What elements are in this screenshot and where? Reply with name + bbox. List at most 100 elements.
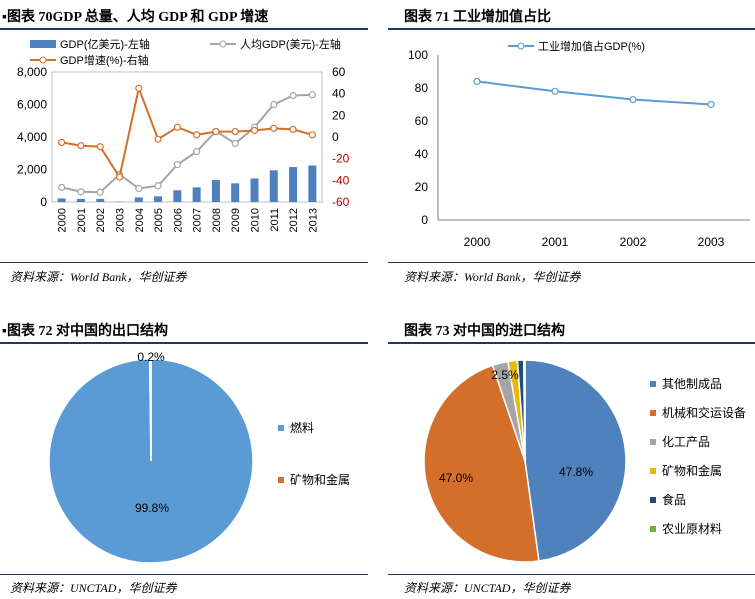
legend-swatch	[650, 526, 656, 532]
legend-label: 工业增加值占GDP(%)	[538, 39, 645, 53]
x-tick-label: 2013	[307, 208, 319, 232]
x-tick-label: 2003	[698, 235, 725, 249]
legend-label: 机械和交运设备	[662, 405, 746, 420]
x-tick-label: 2000	[464, 235, 491, 249]
industry-share-point	[473, 77, 481, 86]
x-tick-label: 2000	[57, 208, 69, 232]
legend-swatch	[278, 477, 284, 483]
gdp-bar	[308, 165, 317, 202]
chart73-bottom-rule	[388, 574, 755, 575]
x-tick-label: 2009	[230, 208, 242, 232]
gdp-growth-point	[212, 127, 220, 136]
plot-area	[51, 71, 323, 203]
gdp-per-capita-point	[231, 139, 239, 148]
gdp-growth-point	[231, 127, 239, 136]
gdp-per-capita-point	[270, 100, 278, 109]
x-tick-label: 2012	[288, 208, 300, 232]
x-tick-label: 2005	[153, 208, 165, 232]
legend-swatch	[278, 425, 284, 431]
gdp-per-capita-point	[58, 183, 66, 191]
legend-swatch	[650, 410, 656, 416]
y-tick-label: 80	[415, 81, 429, 95]
x-tick-label: 2002	[95, 208, 107, 232]
gdp-growth-point	[193, 131, 201, 139]
y-right-tick-label: 60	[332, 65, 346, 79]
legend-gdp-label: GDP(亿美元)-左轴	[60, 37, 150, 51]
pie-slice	[522, 359, 526, 462]
chart70: 0 2,000 4,000 6,000 8,000 -60 -40 -20 0 20 40 60 200…	[17, 37, 350, 232]
legend-swatch	[650, 439, 656, 445]
gdp-bar	[231, 183, 240, 202]
legend-label: 矿物和金属	[662, 463, 722, 478]
chart72-top-rule	[0, 342, 368, 344]
gdp-per-capita-point	[173, 161, 181, 169]
legend-label: 燃料	[290, 420, 314, 435]
y-right-tick-label: -20	[332, 152, 350, 166]
pie-slice	[524, 359, 627, 562]
gdp-per-capita-point	[154, 182, 162, 190]
y-left-tick-label: 2,000	[17, 163, 47, 177]
gdp-per-capita-point	[289, 91, 297, 100]
pie-slice	[423, 364, 540, 563]
y-right-tick-label: 20	[332, 108, 346, 122]
x-tick-label: 2011	[269, 208, 281, 232]
gdp-growth-point	[250, 126, 259, 135]
chart73-title: 图表 73 对中国的进口结构	[404, 324, 565, 339]
gdp-per-capita-point	[96, 188, 104, 196]
gdp-bar	[96, 198, 105, 202]
chart70-bottom-rule	[0, 262, 368, 263]
chart72-bottom-rule	[0, 574, 368, 575]
x-tick-label: 2007	[192, 208, 204, 232]
chart73: 47.8% 47.0% 2.5% 其他制成品机械和交运设备化工产品矿物和金属食品农业原…	[423, 359, 746, 563]
legend-growth-marker	[39, 56, 47, 64]
y-tick-label: 40	[415, 147, 429, 161]
legend-label: 矿物和金属	[290, 472, 350, 487]
gdp-per-capita-line	[61, 93, 313, 194]
gdp-bar	[173, 190, 182, 202]
chart71: 0 20 40 60 80 100 2000 2001 2002 2003 工业增加值占GDP(%)	[408, 39, 750, 249]
pie-data-label: 99.8%	[135, 501, 169, 515]
gdp-per-capita-point	[77, 188, 85, 196]
y-right-tick-label: 0	[332, 130, 339, 144]
gdp-growth-point	[308, 131, 316, 139]
gdp-per-capita-point	[308, 91, 316, 99]
y-left-tick-label: 8,000	[17, 65, 47, 79]
chart73-top-rule	[388, 342, 755, 344]
y-left-tick-label: 0	[40, 195, 47, 209]
chart73-source: 资料来源：UNCTAD，华创证券	[404, 581, 571, 595]
legend-label: 农业原材料	[662, 522, 722, 536]
gdp-growth-point	[135, 84, 143, 92]
gdp-bar	[250, 178, 259, 202]
x-tick-label: 2001	[76, 208, 88, 232]
chart70-top-rule	[0, 28, 368, 30]
gdp-growth-point	[289, 125, 297, 134]
industry-share-point	[629, 95, 637, 104]
industry-share-line	[476, 80, 712, 106]
gdp-bar	[289, 167, 298, 202]
legend-swatch	[650, 468, 656, 474]
gdp-per-capita-point	[193, 148, 201, 156]
y-left-tick-label: 6,000	[17, 98, 47, 112]
x-tick-label: 2002	[620, 235, 647, 249]
legend-swatch	[650, 497, 656, 503]
gdp-bar	[76, 198, 85, 202]
legend-gdp-swatch	[30, 40, 56, 48]
legend-marker	[517, 42, 525, 50]
x-tick-label: 2006	[172, 208, 184, 232]
chart70-title: ▪图表 70GDP 总量、人均 GDP 和 GDP 增速	[2, 10, 269, 25]
legend-label: 其他制成品	[662, 377, 722, 391]
gdp-per-capita-point	[135, 184, 143, 193]
gdp-bar	[269, 170, 278, 202]
x-tick-label: 2001	[542, 235, 569, 249]
chart72-title: ▪图表 72 对中国的出口结构	[2, 324, 168, 339]
gdp-bar	[211, 180, 220, 202]
gdp-bar	[192, 187, 201, 202]
x-tick-label: 2003	[115, 208, 127, 232]
chart71-bottom-rule	[388, 262, 755, 263]
gdp-growth-point	[58, 138, 66, 147]
industry-share-point	[707, 100, 715, 109]
industry-share-point	[551, 87, 559, 95]
chart71-title: 图表 71 工业增加值占比	[404, 10, 551, 25]
pie-slice	[148, 358, 152, 462]
